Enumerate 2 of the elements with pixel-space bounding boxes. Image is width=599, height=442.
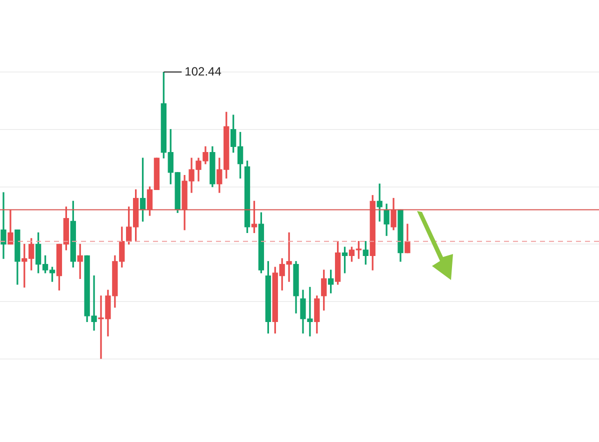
annotation: 102.44 [184, 64, 222, 78]
candlestick [0, 192, 6, 259]
